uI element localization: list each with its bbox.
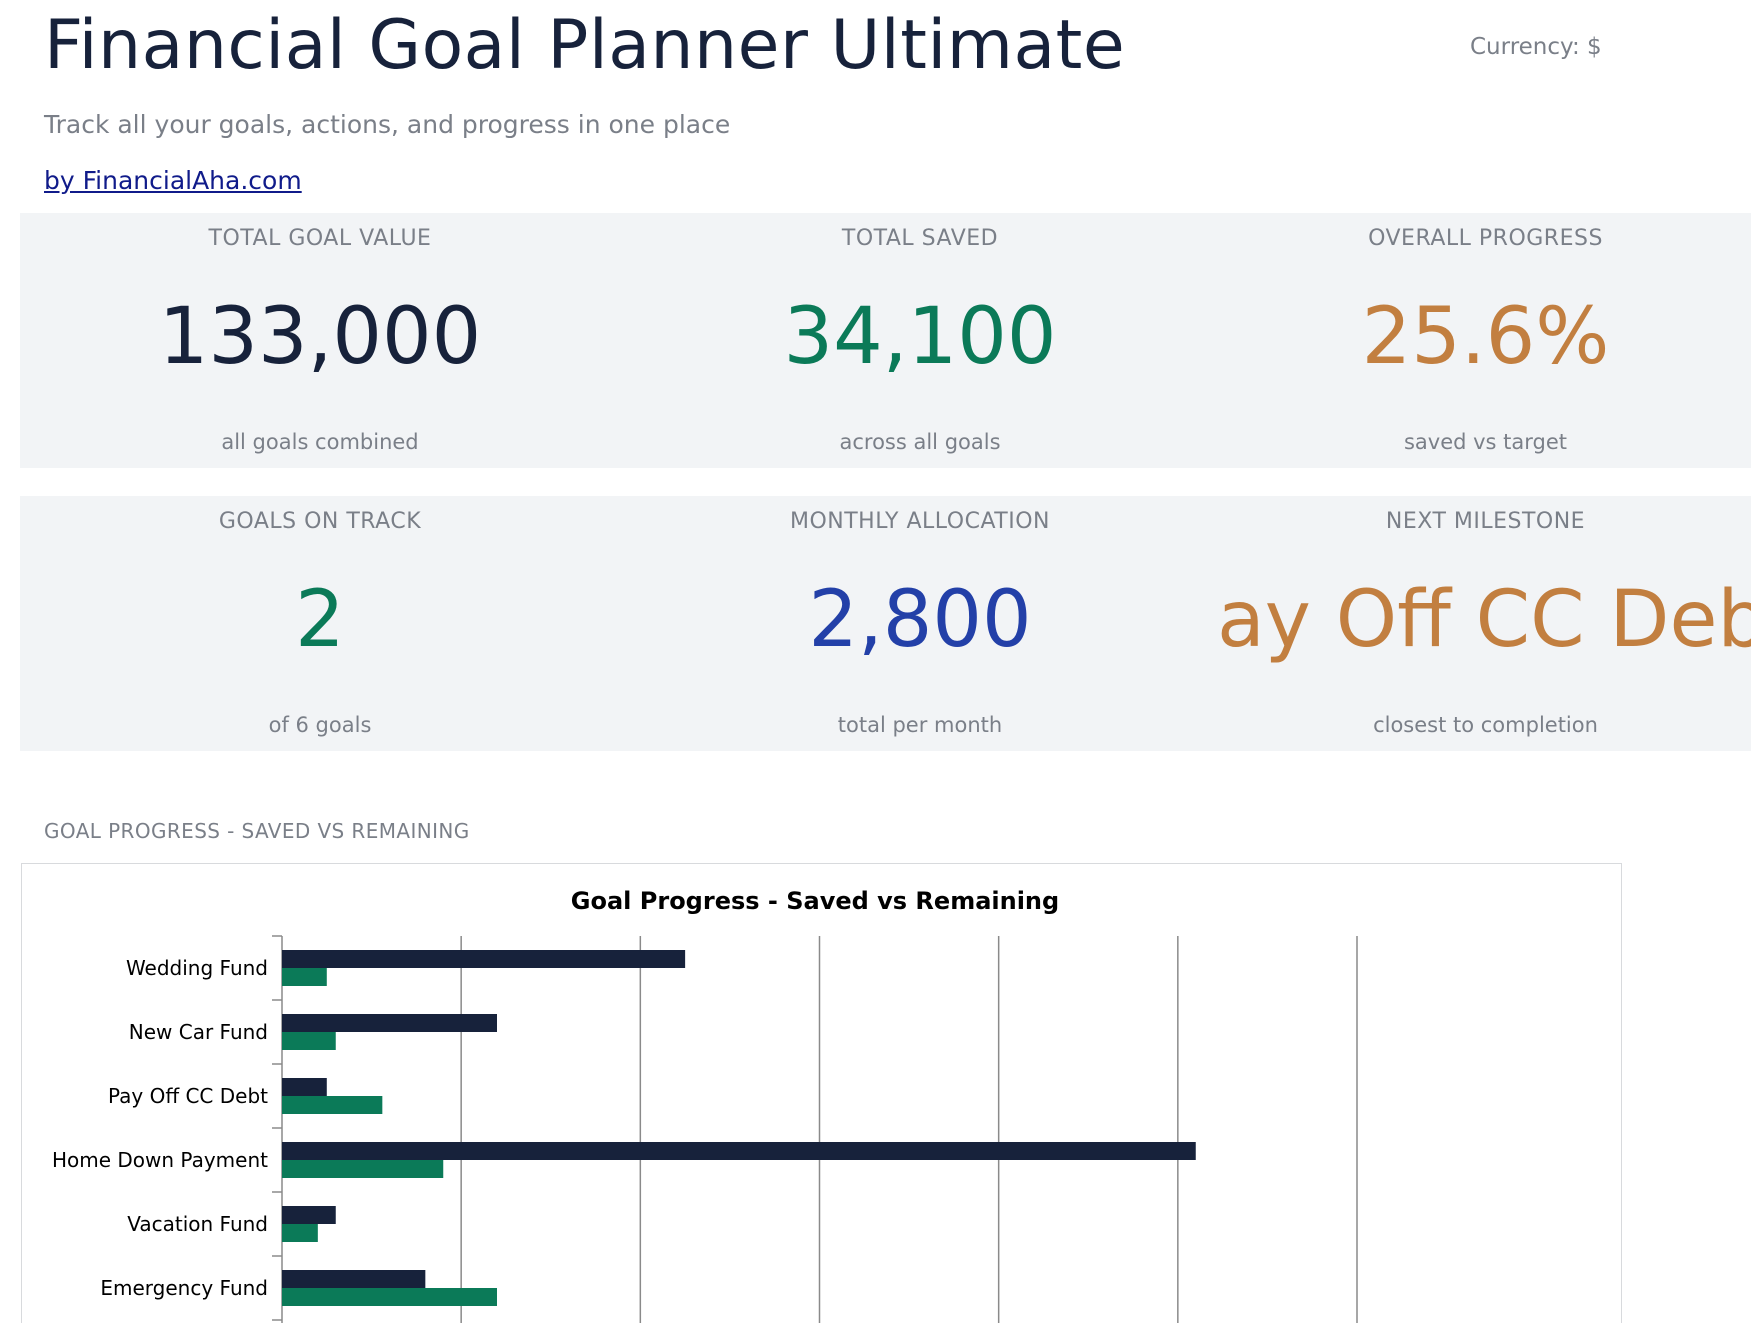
- kpi-value: 25.6%: [1361, 292, 1610, 382]
- kpi-next-milestone: NEXT MILESTONE Pay Off CC Debt closest t…: [1220, 496, 1751, 751]
- chart-category-label: Pay Off CC Debt: [108, 1084, 268, 1108]
- chart-category-label: New Car Fund: [129, 1020, 268, 1044]
- kpi-caption: closest to completion: [1373, 713, 1598, 737]
- chart-bar: [282, 1224, 318, 1242]
- chart-category-label: Vacation Fund: [127, 1212, 268, 1236]
- chart-bar: [282, 1160, 444, 1178]
- goal-progress-chart: Goal Progress - Saved vs Remaining Weddi…: [21, 863, 1622, 1323]
- kpi-value: 34,100: [783, 292, 1057, 382]
- chart-bar: [282, 1096, 383, 1114]
- kpi-value: 2: [295, 575, 345, 665]
- kpi-value: 2,800: [808, 575, 1032, 665]
- chart-category-labels: Wedding Fund New Car Fund Pay Off CC Debt H…: [52, 956, 268, 1300]
- chart-bar: [282, 968, 327, 986]
- chart-category-label: Home Down Payment: [52, 1148, 268, 1172]
- chart-bar: [282, 1270, 426, 1288]
- kpi-label: MONTHLY ALLOCATION: [789, 509, 1050, 534]
- kpi-total-goal-value: TOTAL GOAL VALUE 133,000 all goals combi…: [20, 213, 620, 468]
- kpi-row-status: GOALS ON TRACK 2 of 6 goals MONTHLY ALLO…: [20, 496, 1751, 751]
- byline-link[interactable]: by FinancialAha.com: [44, 166, 302, 195]
- kpi-caption: total per month: [837, 713, 1003, 737]
- chart-bar: [282, 1206, 336, 1224]
- kpi-monthly-allocation: MONTHLY ALLOCATION 2,800 total per month: [620, 496, 1220, 751]
- kpi-label: OVERALL PROGRESS: [1368, 226, 1603, 251]
- kpi-caption: across all goals: [839, 430, 1001, 454]
- chart-gridlines: [460, 936, 1358, 1323]
- kpi-label: NEXT MILESTONE: [1385, 509, 1586, 534]
- chart-bar: [282, 1078, 327, 1096]
- kpi-label: GOALS ON TRACK: [218, 509, 422, 534]
- kpi-label: TOTAL GOAL VALUE: [208, 226, 432, 251]
- kpi-caption: all goals combined: [221, 430, 419, 454]
- kpi-overall-progress: OVERALL PROGRESS 25.6% saved vs target: [1220, 213, 1751, 468]
- page-title: Financial Goal Planner Ultimate: [44, 6, 1126, 85]
- chart-bar: [282, 950, 686, 968]
- chart-bar: [282, 1142, 1196, 1160]
- kpi-label: TOTAL SAVED: [841, 226, 999, 251]
- kpi-total-saved: TOTAL SAVED 34,100 across all goals: [620, 213, 1220, 468]
- kpi-caption: of 6 goals: [268, 713, 372, 737]
- chart-category-label: Wedding Fund: [126, 956, 268, 980]
- chart-canvas: Goal Progress - Saved vs Remaining Weddi…: [52, 887, 1358, 1323]
- kpi-value: Pay Off CC Debt: [1220, 575, 1751, 665]
- chart-section-label: GOAL PROGRESS - SAVED VS REMAINING: [44, 819, 470, 843]
- chart-bar: [282, 1014, 497, 1032]
- chart-category-label: Emergency Fund: [100, 1276, 268, 1300]
- chart-bar: [282, 1032, 336, 1050]
- chart-title: Goal Progress - Saved vs Remaining: [571, 887, 1059, 915]
- kpi-goals-on-track: GOALS ON TRACK 2 of 6 goals: [20, 496, 620, 751]
- kpi-value: 133,000: [158, 292, 482, 382]
- chart-bars: [282, 950, 1196, 1306]
- kpi-row-summary: TOTAL GOAL VALUE 133,000 all goals combi…: [20, 213, 1751, 468]
- currency-indicator: Currency: $: [1470, 34, 1602, 60]
- chart-bar: [282, 1288, 497, 1306]
- page-subtitle: Track all your goals, actions, and progr…: [44, 110, 731, 139]
- chart-category-axis: [272, 935, 283, 1323]
- kpi-caption: saved vs target: [1403, 430, 1568, 454]
